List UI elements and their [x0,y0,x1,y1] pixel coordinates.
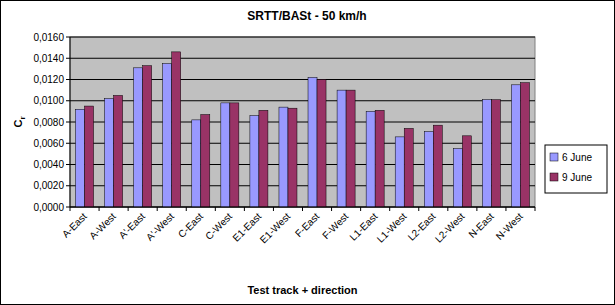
bar [105,99,114,207]
bar [201,115,210,207]
tick-label: 0,0100 [33,95,64,106]
bar [346,90,355,207]
y-axis [70,37,71,207]
title: SRTT/BASt - 50 km/h [247,9,366,23]
category-label: L1-West [375,210,409,244]
x-tick [476,207,477,211]
category-label: F-West [320,210,351,241]
bar [192,120,201,207]
bar [375,110,384,207]
tick-label: 0,0080 [33,117,64,128]
tick [66,143,70,144]
tick-label: 0,0040 [33,159,64,170]
bar [221,103,230,207]
tick [66,100,70,101]
bar [317,80,326,208]
legend-swatch [550,173,558,181]
tick-label: 0,0160 [33,32,64,43]
x-axis-title: Test track + direction [247,284,357,296]
category-label: A'-East [117,210,148,241]
x-tick [70,207,71,211]
x-tick [99,207,100,211]
x-tick [273,207,274,211]
x-tick [331,207,332,211]
bar [114,95,123,207]
bar [424,132,433,207]
bar [395,137,404,207]
category-label: E1-West [258,210,293,245]
legend-label: 6 June [562,152,592,163]
bar [337,90,346,207]
category-label: C-East [176,210,206,240]
x-tick [302,207,303,211]
x-tick [157,207,158,211]
tick [66,185,70,186]
bar [259,110,268,207]
tick [66,37,70,38]
grid-line [70,37,535,38]
tick-label: 0,0000 [33,202,64,213]
tick-label: 0,0140 [33,53,64,64]
x-tick [360,207,361,211]
bar [163,64,172,207]
bar [482,100,491,207]
x-tick [186,207,187,211]
category-label: L2-West [433,210,467,244]
legend-swatch [550,153,558,161]
bars [76,52,530,207]
bar [453,149,462,207]
bar [511,85,520,207]
x-tick [447,207,448,211]
grid-line [70,58,535,59]
legend-box [545,145,607,193]
bar [404,128,413,207]
x-tick [505,207,506,211]
bar [491,100,500,207]
x-tick [418,207,419,211]
x-tick [389,207,390,211]
x-tick [535,207,536,211]
category-label: A'-West [144,210,176,242]
bar [134,68,143,207]
y-axis-title: Cr [12,116,27,127]
bar [433,125,442,207]
category-label: N-East [466,210,496,240]
tick [66,207,70,208]
bar [85,106,94,207]
bar [366,111,375,207]
chart-border [1,1,615,305]
category-label: A-East [60,210,89,239]
tick-label: 0,0020 [33,180,64,191]
category-label: A-West [87,210,118,241]
tick [66,164,70,165]
category-label: F-East [293,210,322,239]
tick-label: 0,0120 [33,74,64,85]
x-tick [128,207,129,211]
tick [66,79,70,80]
category-label: C-West [203,210,234,241]
bar [308,77,317,207]
bar [230,103,239,207]
legend-label: 9 June [562,172,592,183]
tick [66,122,70,123]
tick [66,58,70,59]
x-tick [244,207,245,211]
bar [279,107,288,207]
bar [172,52,181,207]
bar [288,108,297,207]
bar [76,109,85,207]
plot-area [70,37,535,207]
bar [520,83,529,207]
bar [462,136,471,207]
category-label: N-West [494,210,525,241]
tick-label: 0,0060 [33,138,64,149]
bar [143,66,152,207]
bar [250,116,259,207]
x-tick [215,207,216,211]
